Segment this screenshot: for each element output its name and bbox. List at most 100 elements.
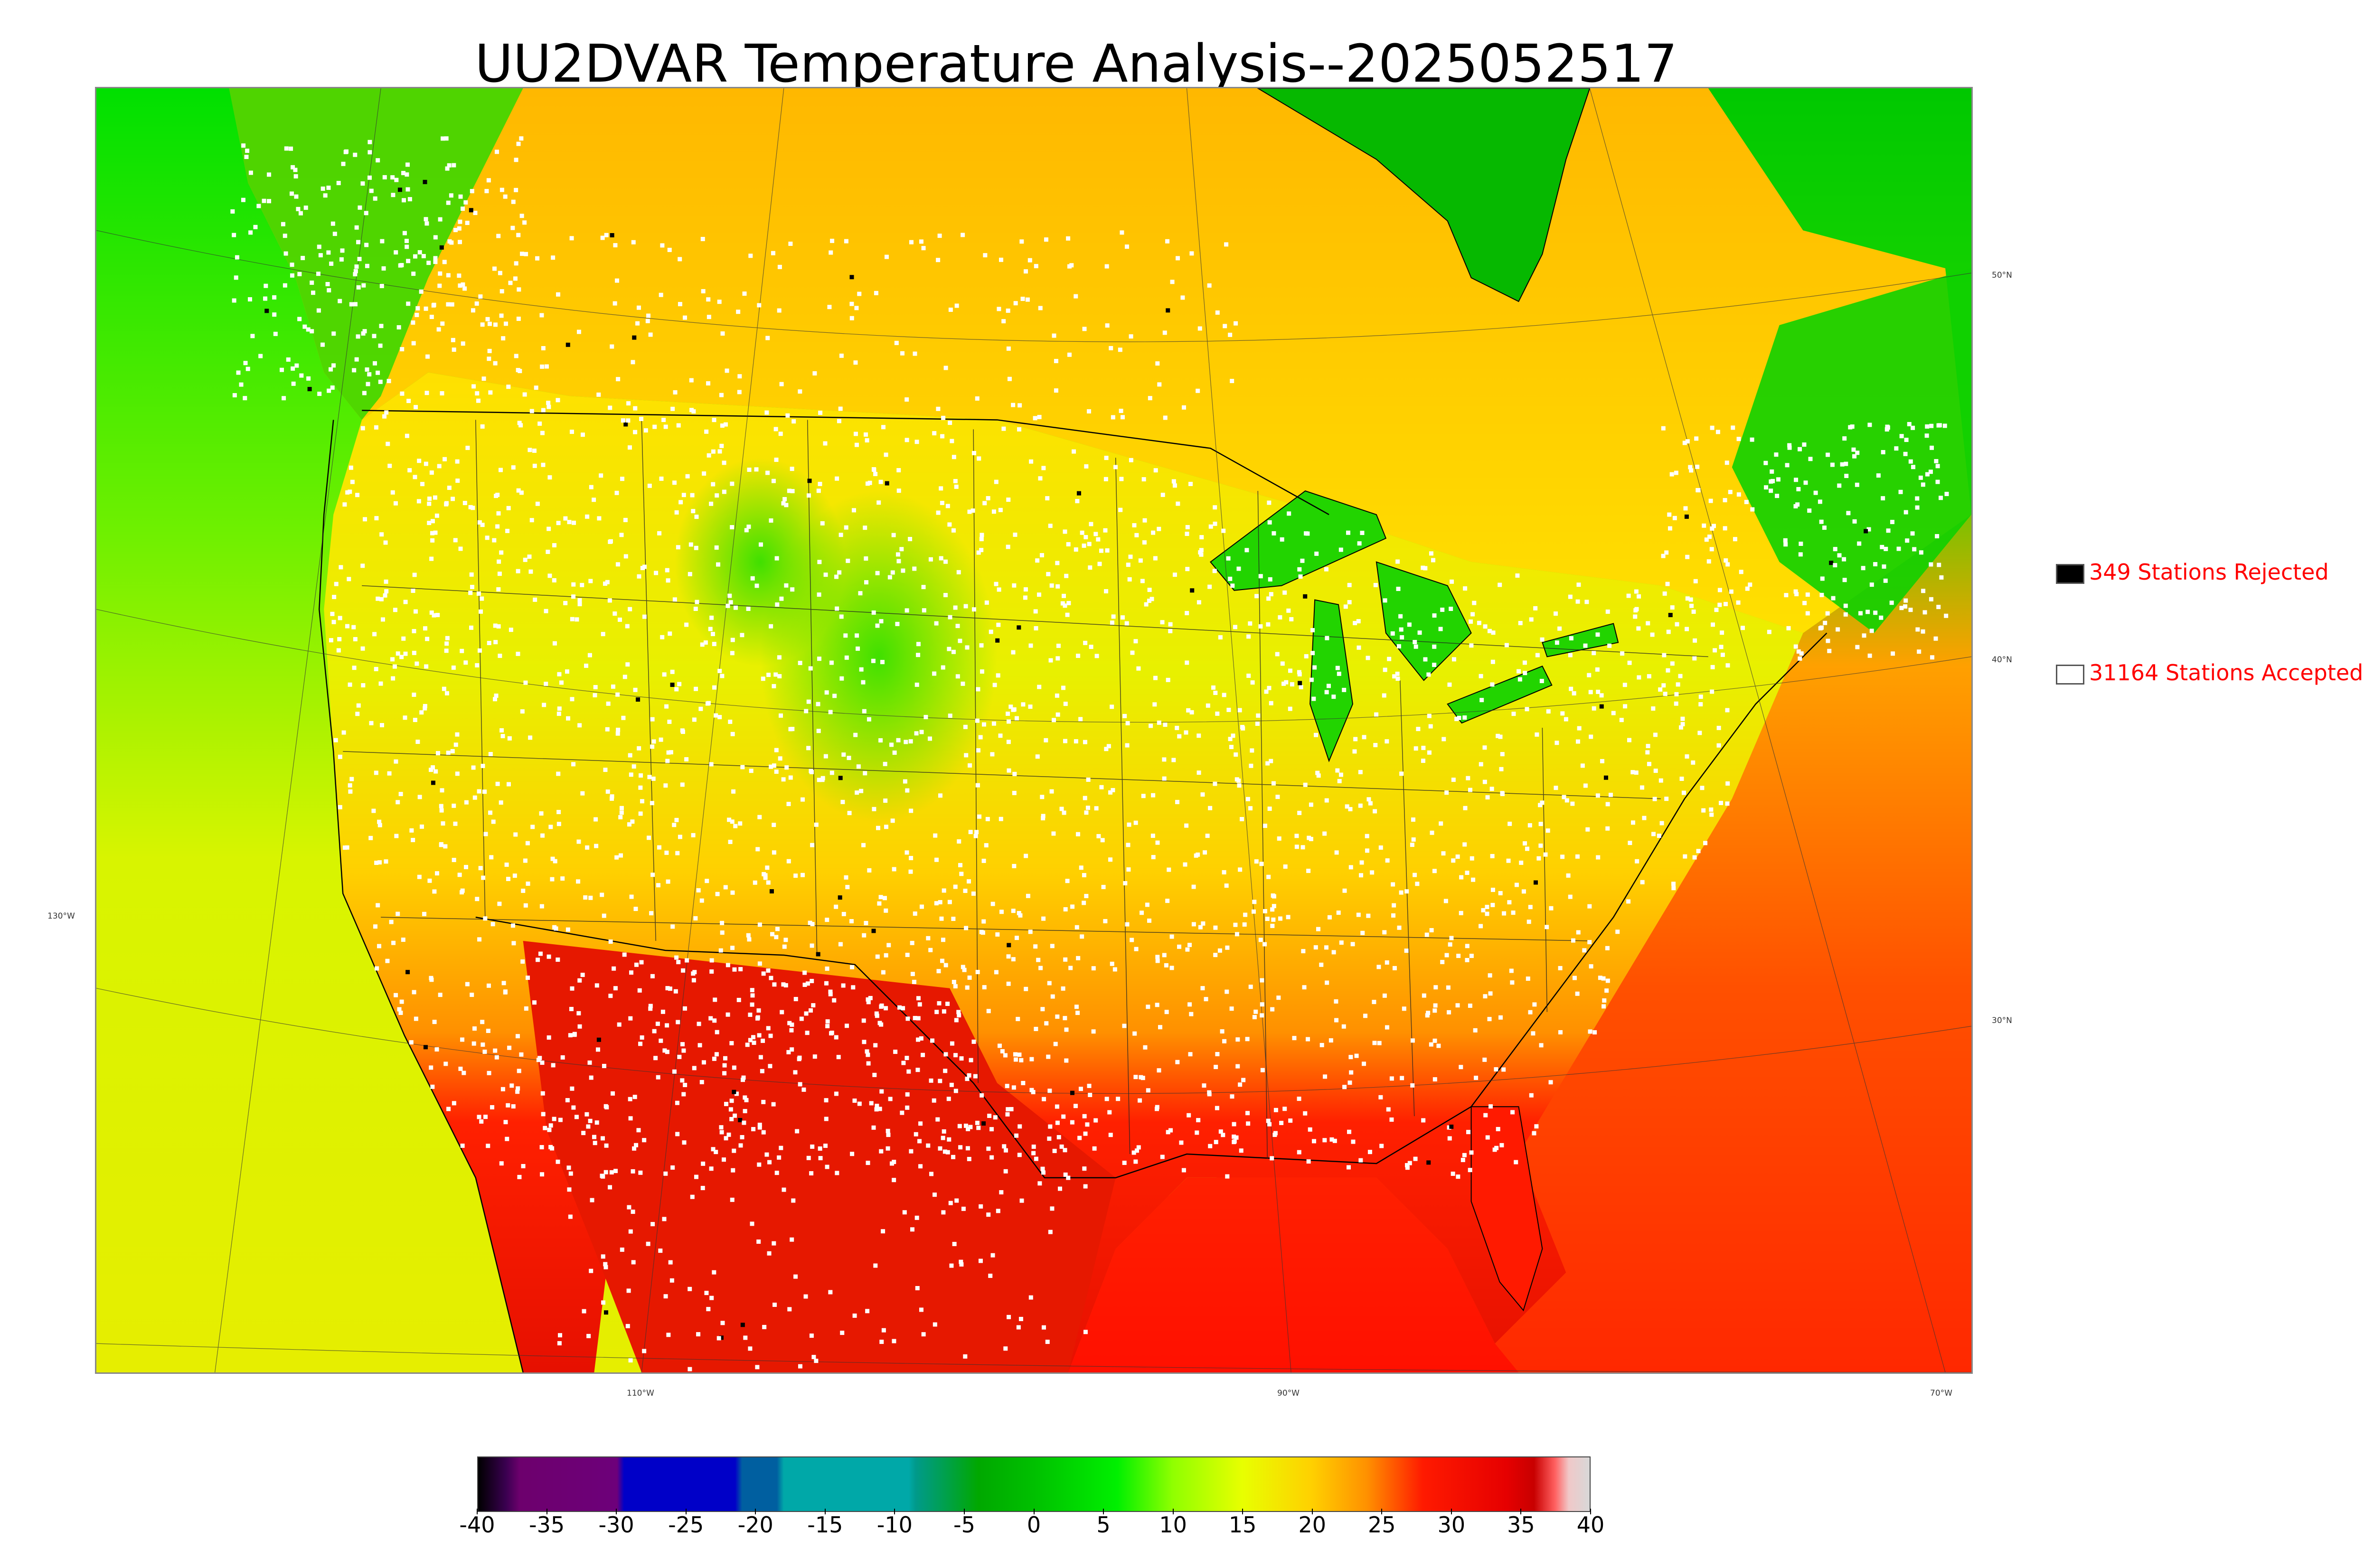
station-accepted: [1088, 1093, 1093, 1097]
station-accepted: [243, 361, 248, 366]
station-accepted: [628, 1016, 633, 1021]
station-accepted: [244, 154, 249, 159]
station-accepted: [1149, 597, 1154, 601]
station-accepted: [1006, 981, 1011, 986]
station-accepted: [1399, 890, 1404, 895]
station-accepted: [1857, 541, 1862, 546]
station-accepted: [1514, 1160, 1518, 1164]
station-accepted: [511, 1104, 516, 1109]
station-accepted: [1669, 472, 1674, 477]
station-accepted: [1175, 1060, 1180, 1064]
station-rejected: [632, 335, 637, 340]
station-accepted: [1028, 930, 1033, 934]
station-rejected: [885, 481, 889, 486]
station-accepted: [1144, 602, 1149, 607]
station-accepted: [425, 354, 430, 359]
station-accepted: [1451, 1172, 1455, 1176]
station-accepted: [626, 1288, 631, 1293]
colorbar-tick-label: -30: [598, 1512, 634, 1538]
station-accepted: [884, 953, 888, 958]
station-accepted: [541, 462, 546, 467]
station-accepted: [1067, 352, 1072, 357]
station-accepted: [358, 205, 362, 210]
station-accepted: [1298, 574, 1303, 579]
station-rejected: [1426, 1160, 1431, 1165]
station-accepted: [1346, 1165, 1351, 1170]
station-accepted: [560, 876, 565, 881]
station-accepted: [1239, 1148, 1244, 1153]
station-accepted: [1903, 598, 1908, 603]
station-accepted: [1487, 1017, 1492, 1022]
station-accepted: [1038, 476, 1043, 481]
station-accepted: [1006, 719, 1011, 724]
station-accepted: [1222, 870, 1226, 874]
station-accepted: [788, 241, 793, 246]
station-accepted: [1539, 679, 1544, 684]
station-accepted: [997, 307, 1001, 311]
station-accepted: [1569, 636, 1573, 641]
station-accepted: [1278, 916, 1283, 921]
station-accepted: [753, 880, 757, 885]
station-accepted: [1925, 424, 1930, 429]
station-accepted: [1221, 528, 1226, 533]
station-accepted: [239, 382, 244, 387]
station-accepted: [1059, 807, 1064, 811]
station-accepted: [971, 607, 976, 612]
station-accepted: [1451, 778, 1456, 782]
station-accepted: [1623, 704, 1628, 709]
station-accepted: [1347, 600, 1352, 604]
station-accepted: [1494, 1145, 1499, 1150]
temperature-map[interactable]: [95, 87, 1973, 1374]
lake-ontario: [1542, 623, 1619, 657]
station-accepted: [1307, 836, 1311, 840]
station-accepted: [1312, 1139, 1316, 1144]
station-accepted: [663, 783, 668, 788]
station-accepted: [520, 959, 525, 964]
station-accepted: [899, 547, 904, 552]
station-accepted: [1592, 651, 1596, 656]
station-accepted: [1303, 782, 1308, 787]
station-accepted: [1666, 629, 1671, 634]
station-accepted: [1168, 622, 1173, 627]
station-accepted: [1462, 1153, 1467, 1157]
station-accepted: [1169, 934, 1174, 939]
station-accepted: [872, 468, 876, 472]
station-accepted: [548, 1123, 553, 1128]
station-accepted: [962, 967, 967, 972]
station-accepted: [1297, 1150, 1301, 1155]
station-accepted: [790, 1237, 794, 1242]
station-accepted: [1545, 828, 1550, 833]
station-accepted: [1187, 943, 1192, 947]
station-accepted: [1702, 523, 1706, 528]
station-accepted: [974, 830, 979, 835]
station-accepted: [1047, 1089, 1052, 1093]
station-accepted: [1072, 449, 1076, 454]
station-accepted: [1052, 1148, 1057, 1153]
station-accepted: [440, 788, 444, 793]
station-accepted: [503, 989, 508, 994]
station-accepted: [1385, 1025, 1389, 1030]
station-accepted: [662, 1048, 667, 1053]
station-accepted: [627, 1205, 631, 1210]
station-accepted: [406, 259, 411, 263]
station-accepted: [1691, 760, 1696, 765]
station-accepted: [1865, 610, 1870, 614]
station-accepted: [1208, 806, 1213, 810]
station-accepted: [733, 824, 738, 828]
station-accepted: [1233, 922, 1238, 927]
station-accepted: [1432, 644, 1437, 649]
station-accepted: [1136, 1145, 1141, 1150]
lake-michigan: [1309, 599, 1354, 762]
station-accepted: [976, 687, 980, 692]
station-accepted: [1049, 789, 1054, 794]
station-accepted: [678, 302, 682, 307]
station-accepted: [737, 374, 742, 379]
station-accepted: [1088, 565, 1093, 570]
station-accepted: [697, 1022, 701, 1026]
station-accepted: [647, 483, 652, 488]
station-accepted: [253, 225, 258, 229]
station-accepted: [353, 152, 358, 157]
station-accepted: [1001, 319, 1006, 324]
station-accepted: [1050, 944, 1055, 948]
station-accepted: [503, 1120, 508, 1125]
